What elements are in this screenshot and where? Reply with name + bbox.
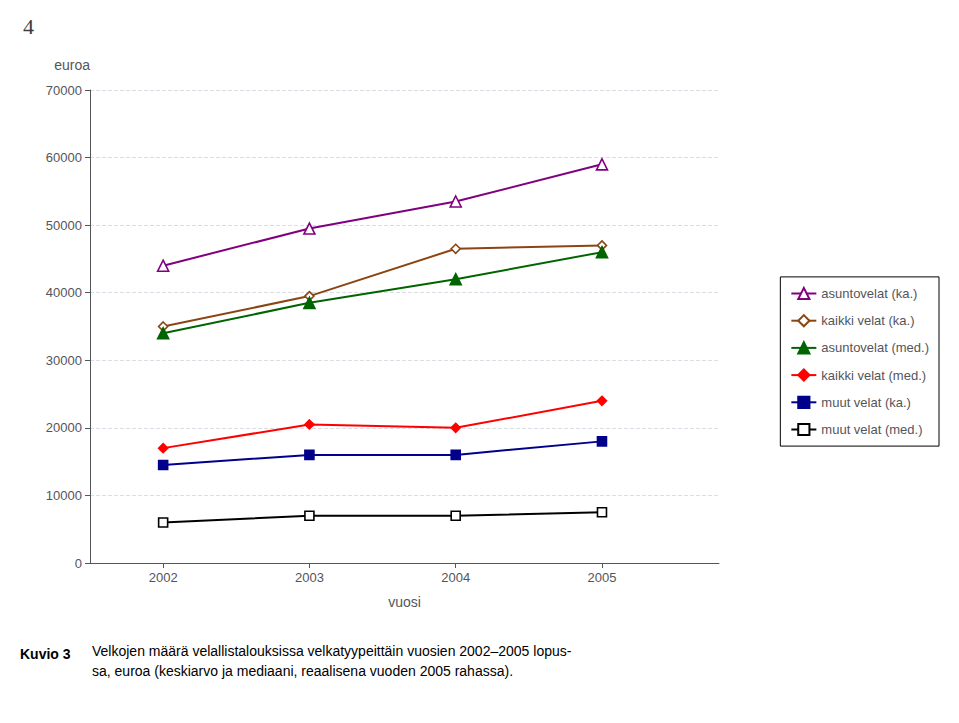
- svg-text:asuntovelat (ka.): asuntovelat (ka.): [821, 286, 917, 301]
- svg-text:2002: 2002: [149, 570, 178, 585]
- svg-text:muut velat (ka.): muut velat (ka.): [821, 395, 911, 410]
- svg-text:60000: 60000: [46, 150, 82, 165]
- svg-text:20000: 20000: [46, 420, 82, 435]
- svg-text:30000: 30000: [46, 353, 82, 368]
- svg-text:2003: 2003: [295, 570, 324, 585]
- svg-text:kaikki velat (ka.): kaikki velat (ka.): [821, 313, 914, 328]
- svg-text:vuosi: vuosi: [388, 594, 421, 610]
- svg-text:euroa: euroa: [54, 57, 90, 73]
- svg-text:50000: 50000: [46, 218, 82, 233]
- svg-text:4: 4: [23, 14, 34, 39]
- svg-text:Kuvio 3: Kuvio 3: [20, 646, 71, 662]
- svg-text:asuntovelat (med.): asuntovelat (med.): [821, 340, 929, 355]
- svg-text:10000: 10000: [46, 488, 82, 503]
- svg-text:2004: 2004: [441, 570, 470, 585]
- svg-text:70000: 70000: [46, 83, 82, 98]
- svg-text:muut velat (med.): muut velat (med.): [821, 422, 922, 437]
- svg-text:2005: 2005: [588, 570, 617, 585]
- svg-text:40000: 40000: [46, 285, 82, 300]
- svg-text:kaikki velat (med.): kaikki velat (med.): [821, 368, 926, 383]
- svg-text:sa, euroa (keskiarvo ja mediaa: sa, euroa (keskiarvo ja mediaani, reaali…: [92, 663, 513, 679]
- svg-text:Velkojen määrä velallistalouks: Velkojen määrä velallistalouksissa velka…: [92, 643, 572, 659]
- svg-text:0: 0: [75, 556, 82, 571]
